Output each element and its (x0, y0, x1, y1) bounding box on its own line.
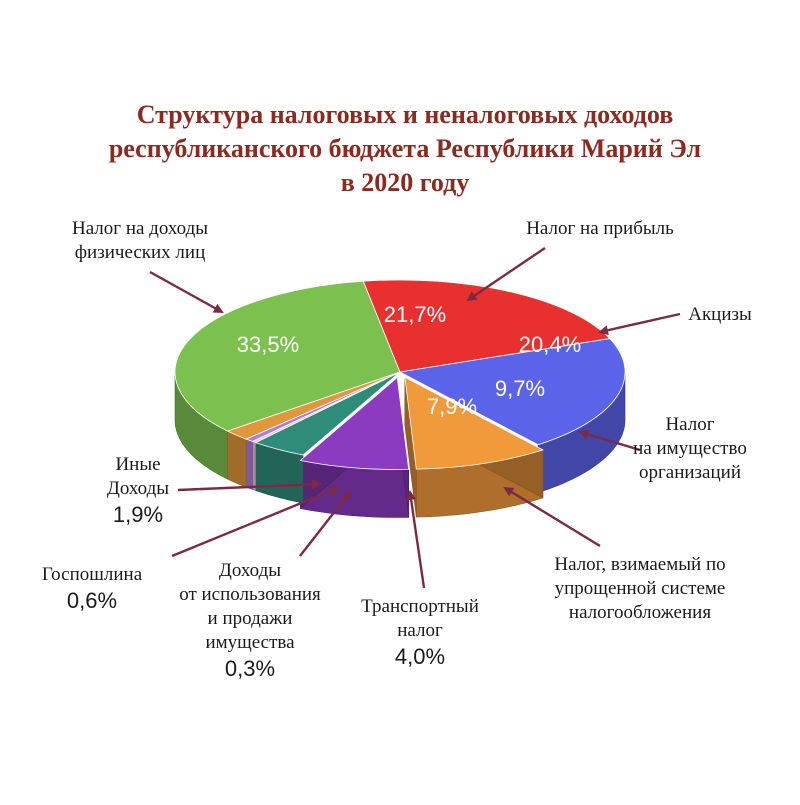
slice-name-label-3-2: организаций (639, 462, 741, 483)
slice-value-label-2: 20,4% (519, 332, 581, 357)
slice-name-label-6-3: имущества (205, 632, 295, 653)
title-line-1: Структура налоговых и неналоговых доходо… (137, 100, 674, 129)
callout-arrow-3 (578, 429, 641, 452)
slice-side-6 (252, 440, 256, 492)
chart-title: Структура налоговых и неналоговых доходо… (109, 100, 701, 197)
slice-name-label-8-0: Иные (115, 454, 160, 475)
slice-name-label-1-0: Налог на прибыль (526, 218, 674, 239)
callout-arrow-7 (171, 486, 340, 558)
slice-3 (404, 376, 544, 470)
slice-0 (174, 280, 401, 432)
callout-arrow-4 (503, 486, 601, 548)
slice-name-label-5-0: Транспортный (361, 596, 479, 617)
slice-value-label-0: 33,5% (237, 332, 299, 357)
title-line-2: республиканского бюджета Республики Мари… (109, 134, 701, 163)
callout-arrow-6 (299, 490, 352, 557)
slice-2 (398, 338, 626, 446)
callout-arrow-1 (466, 247, 546, 302)
slice-name-label-4-0: Налог, взимаемый по (554, 554, 725, 575)
slice-name-label-2-0: Акцизы (688, 304, 752, 325)
slice-name-label-6-0: Доходы (219, 560, 281, 581)
pie-slices (174, 279, 626, 470)
slice-name-label-5-1: налог (397, 620, 443, 641)
callout-arrow-2 (598, 312, 681, 336)
slice-name-label-0-1: физических лиц (75, 242, 206, 263)
slice-value-label-5: 4,0% (395, 644, 445, 669)
callout-arrow-8 (177, 479, 322, 492)
slice-value-label-6: 0,3% (225, 656, 275, 681)
callout-arrow-0 (149, 270, 224, 314)
slice-4 (299, 376, 410, 470)
slice-name-label-8-1: Доходы (107, 478, 169, 499)
slice-value-label-8: 1,9% (113, 502, 163, 527)
slice-side-8 (227, 430, 247, 488)
callout-arrows (149, 247, 681, 589)
slice-value-label-7: 0,6% (67, 588, 117, 613)
slice-side-7 (245, 438, 253, 490)
slice-name-label-7-0: Госпошлина (42, 564, 143, 585)
slice-name-label-0-0: Налог на доходы (72, 218, 208, 239)
slice-1 (362, 279, 611, 373)
slice-value-label-4: 7,9% (427, 394, 477, 419)
slice-name-label-4-1: упрощенной системе (555, 578, 726, 599)
slice-name-label-3-0: Налог (665, 414, 714, 435)
slice-labels: 33,5% 21,7% 20,4% 9,7% 7,9% Налог на доходы фи… (42, 218, 752, 681)
slice-name-label-3-1: на имущество (633, 438, 747, 459)
slice-value-label-3: 9,7% (495, 376, 545, 401)
callout-arrow-5 (406, 490, 426, 589)
slice-value-label-1: 21,7% (384, 302, 446, 327)
title-line-3: в 2020 году (341, 168, 470, 197)
slice-name-label-6-2: и продажи (208, 608, 293, 629)
slice-name-label-4-2: налогообложения (569, 602, 711, 623)
slice-8 (226, 371, 401, 440)
slice-name-label-6-1: от использования (179, 584, 321, 605)
